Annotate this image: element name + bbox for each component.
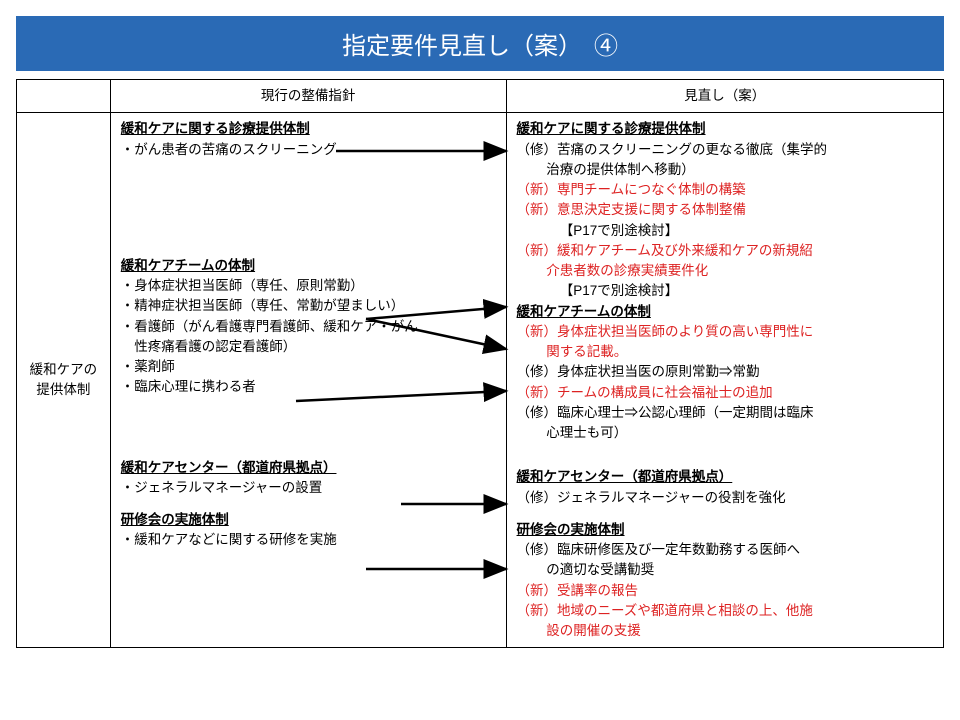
comparison-table: 現行の整備指針 見直し（案） 緩和ケアの 提供体制 緩和ケアに関する診療提供体制… bbox=[16, 79, 944, 648]
left-l3: ・精神症状担当医師（専任、常勤が望ましい） bbox=[121, 296, 496, 316]
right-h4: 研修会の実施体制 bbox=[517, 520, 933, 540]
col-current: 現行の整備指針 bbox=[110, 80, 506, 113]
left-l4: ・看護師（がん看護専門看護師、緩和ケア・がん bbox=[121, 317, 496, 337]
r3n: 【P17で別途検討】 bbox=[517, 221, 933, 241]
r1a: （修）苦痛のスクリーニングの更なる徹底（集学的 bbox=[517, 140, 933, 160]
r6: （修）身体症状担当医の原則常勤⇒常勤 bbox=[517, 362, 933, 382]
r8a: （修）臨床心理士⇒公認心理師（一定期間は臨床 bbox=[517, 403, 933, 423]
r12b: 設の開催の支援 bbox=[517, 621, 933, 641]
left-l5: ・薬剤師 bbox=[121, 357, 496, 377]
revised-cell: 緩和ケアに関する診療提供体制 （修）苦痛のスクリーニングの更なる徹底（集学的 治… bbox=[506, 113, 943, 648]
left-l8: ・緩和ケアなどに関する研修を実施 bbox=[121, 530, 496, 550]
left-h3: 緩和ケアセンター（都道府県拠点） bbox=[121, 458, 496, 478]
row-label: 緩和ケアの 提供体制 bbox=[17, 113, 111, 648]
r4a: （新）緩和ケアチーム及び外来緩和ケアの新規紹 bbox=[517, 241, 933, 261]
col-blank bbox=[17, 80, 111, 113]
page-title: 指定要件見直し（案） ④ bbox=[16, 16, 944, 71]
r12a: （新）地域のニーズや都道府県と相談の上、他施 bbox=[517, 601, 933, 621]
left-l7: ・ジェネラルマネージャーの設置 bbox=[121, 478, 496, 498]
current-cell: 緩和ケアに関する診療提供体制 ・がん患者の苦痛のスクリーニング 緩和ケアチームの… bbox=[110, 113, 506, 648]
r5a: （新）身体症状担当医師のより質の高い専門性に bbox=[517, 322, 933, 342]
r5b: 関する記載。 bbox=[517, 342, 933, 362]
left-h2: 緩和ケアチームの体制 bbox=[121, 256, 496, 276]
left-l1: ・がん患者の苦痛のスクリーニング bbox=[121, 140, 496, 160]
left-h4: 研修会の実施体制 bbox=[121, 510, 496, 530]
left-l2: ・身体症状担当医師（専任、原則常勤） bbox=[121, 276, 496, 296]
r4n: 【P17で別途検討】 bbox=[517, 281, 933, 301]
r8b: 心理士も可） bbox=[517, 423, 933, 443]
r11: （新）受講率の報告 bbox=[517, 581, 933, 601]
right-h1: 緩和ケアに関する診療提供体制 bbox=[517, 119, 933, 139]
r10a: （修）臨床研修医及び一定年数勤務する医師へ bbox=[517, 540, 933, 560]
r10b: の適切な受講勧奨 bbox=[517, 560, 933, 580]
right-h2: 緩和ケアチームの体制 bbox=[517, 302, 933, 322]
col-revised: 見直し（案） bbox=[506, 80, 943, 113]
r4b: 介患者数の診療実績要件化 bbox=[517, 261, 933, 281]
r9: （修）ジェネラルマネージャーの役割を強化 bbox=[517, 488, 933, 508]
left-l6: ・臨床心理に携わる者 bbox=[121, 377, 496, 397]
left-l4b: 性疼痛看護の認定看護師） bbox=[121, 337, 496, 357]
r3: （新）意思決定支援に関する体制整備 bbox=[517, 200, 933, 220]
r2: （新）専門チームにつなぐ体制の構築 bbox=[517, 180, 933, 200]
left-h1: 緩和ケアに関する診療提供体制 bbox=[121, 119, 496, 139]
r7: （新）チームの構成員に社会福祉士の追加 bbox=[517, 383, 933, 403]
r1b: 治療の提供体制へ移動） bbox=[517, 160, 933, 180]
right-h3: 緩和ケアセンター（都道府県拠点） bbox=[517, 467, 933, 487]
